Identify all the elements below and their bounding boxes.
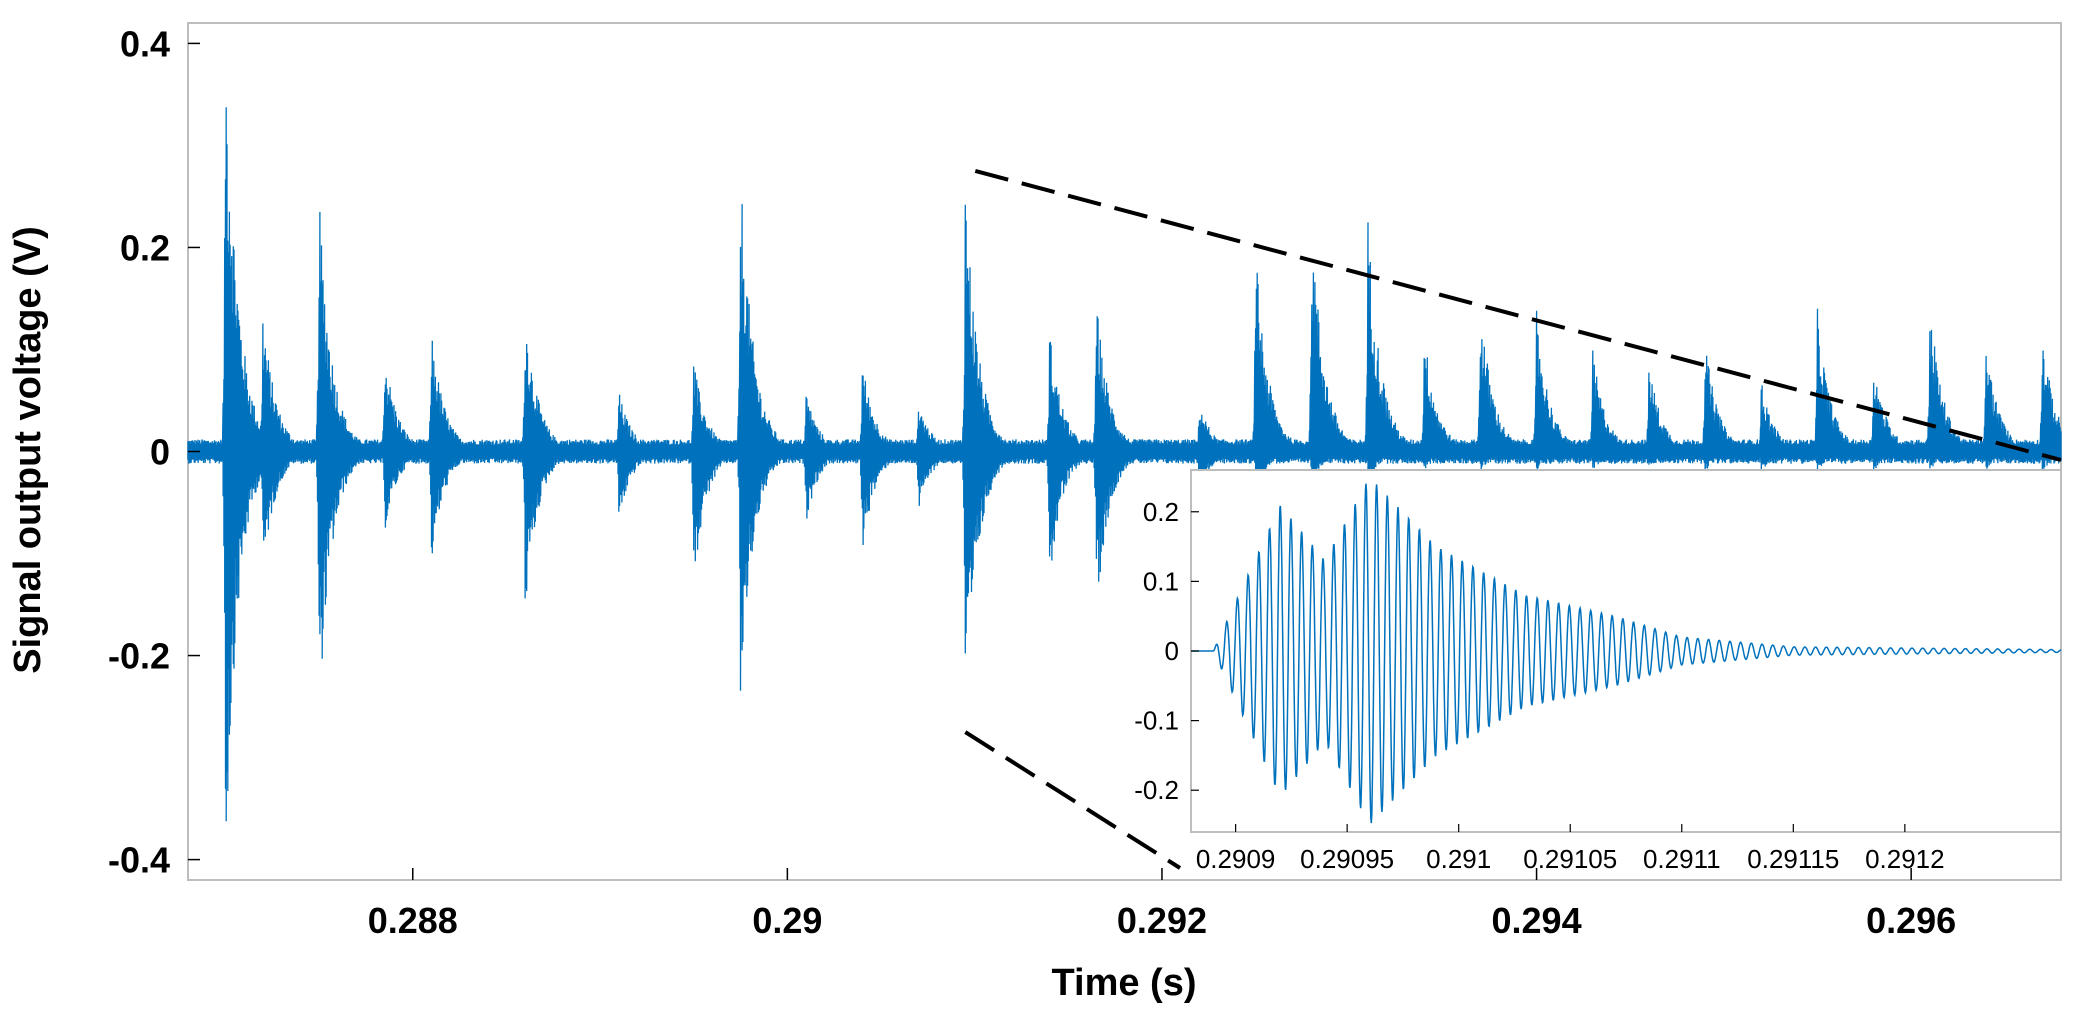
zoom-line-lower <box>964 730 1182 870</box>
zoom-line-upper <box>974 169 2062 462</box>
inset-x-tick-label: 0.2912 <box>1865 844 1945 874</box>
main-x-tick-label: 0.288 <box>368 900 458 941</box>
inset-y-tick-label: 0.1 <box>1143 566 1179 596</box>
main-x-tick-label: 0.296 <box>1866 900 1956 941</box>
main-y-tick-label: 0.2 <box>120 227 170 268</box>
main-y-tick-label: -0.4 <box>108 840 170 881</box>
main-x-ticks: 0.288 0.29 0.292 0.294 0.296 <box>368 868 1956 941</box>
inset-x-tick-label: 0.291 <box>1426 844 1491 874</box>
inset-y-tick-label: -0.2 <box>1134 775 1179 805</box>
inset-x-tick-label: 0.2909 <box>1196 844 1276 874</box>
main-chart: 0.288 0.29 0.292 0.294 0.296 0.4 0.2 0 -0.2 -0.4… <box>7 22 2062 1004</box>
zoom-connector-lines <box>964 169 2062 870</box>
inset-x-tick-label: 0.2911 <box>1643 844 1721 874</box>
inset-y-tick-label: -0.1 <box>1134 706 1179 736</box>
main-x-tick-label: 0.294 <box>1492 900 1582 941</box>
inset-x-tick-label: 0.29105 <box>1523 844 1617 874</box>
inset-waveform-line <box>1191 483 2062 824</box>
inset-y-tick-label: 0.2 <box>1143 497 1179 527</box>
inset-x-ticks: 0.2909 0.29095 0.291 0.29105 0.2911 0.29115 0.… <box>1196 824 1945 874</box>
main-signal-series <box>187 107 2062 822</box>
inset-waveform-series <box>1191 483 2062 824</box>
y-axis-label: Signal output voltage (V) <box>7 226 49 674</box>
inset-y-ticks: 0.2 0.1 0 -0.1 -0.2 <box>1134 497 1199 805</box>
main-y-tick-label: 0 <box>150 432 170 473</box>
x-axis-label: Time (s) <box>1051 962 1196 1004</box>
main-y-ticks: 0.4 0.2 0 -0.2 -0.4 <box>108 23 200 881</box>
inset-x-tick-label: 0.29095 <box>1300 844 1394 874</box>
main-y-tick-label: 0.4 <box>120 23 170 64</box>
main-y-tick-label: -0.2 <box>108 636 170 677</box>
main-x-tick-label: 0.292 <box>1117 900 1207 941</box>
main-signal-line <box>187 107 2062 822</box>
inset-y-tick-label: 0 <box>1165 636 1179 666</box>
main-x-tick-label: 0.29 <box>752 900 822 941</box>
inset-x-tick-label: 0.29115 <box>1747 844 1839 874</box>
inset-chart: 0.2909 0.29095 0.291 0.29105 0.2911 0.29115 0.… <box>1134 469 2062 874</box>
